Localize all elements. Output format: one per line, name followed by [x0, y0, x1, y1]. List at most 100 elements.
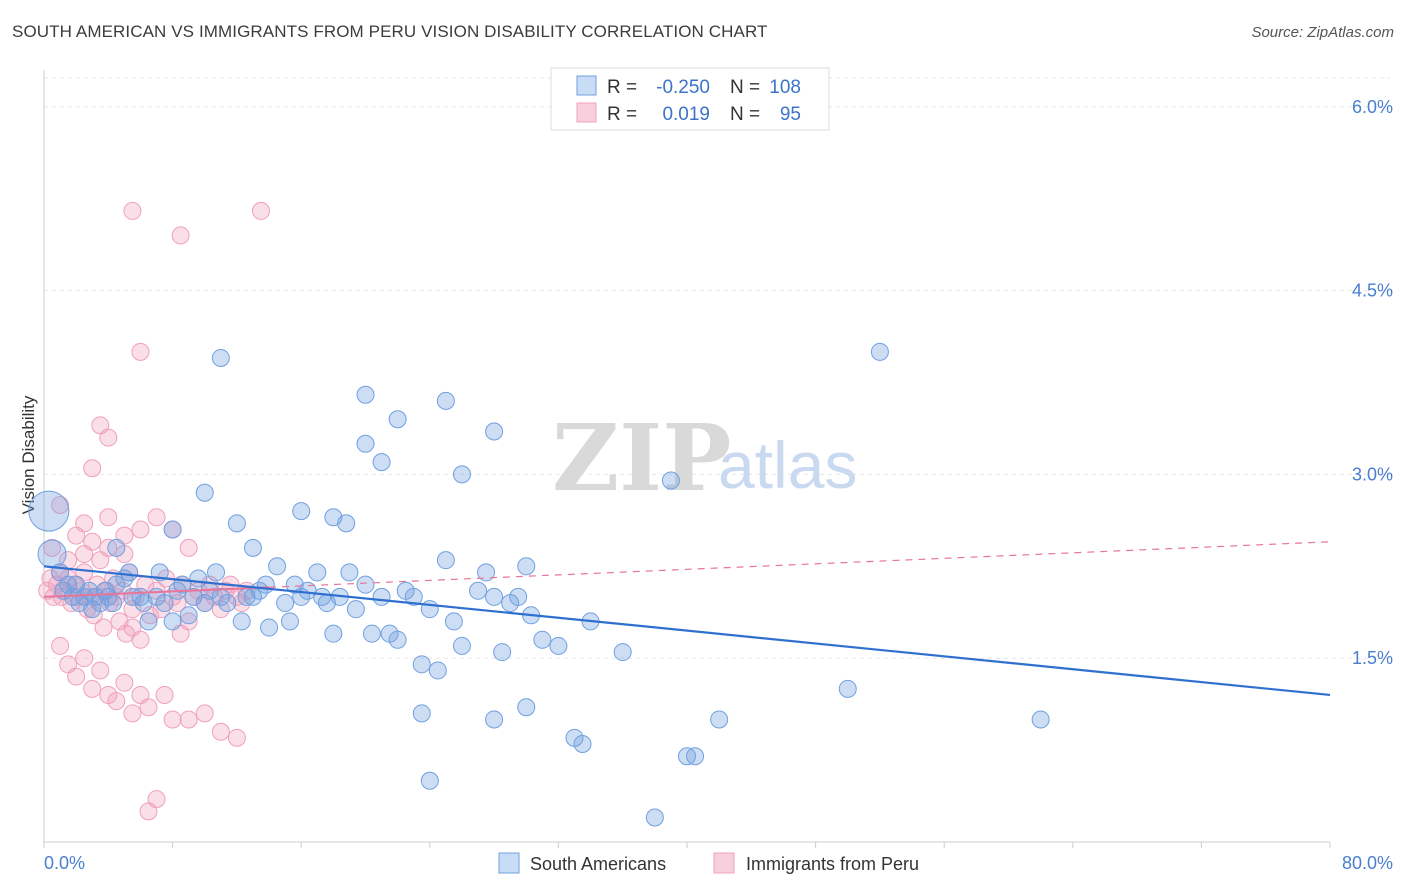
south-american-point — [163, 612, 182, 631]
south-american-point — [276, 594, 295, 613]
south-american-point — [412, 704, 431, 723]
peru-point — [163, 710, 182, 729]
watermark: ZIP atlas — [552, 404, 857, 512]
legend-r-label-1: R = — [607, 77, 637, 98]
bottom-legend: South Americans Immigrants from Peru — [498, 852, 919, 874]
south-american-point — [412, 655, 431, 674]
south-american-trend-line — [43, 565, 1331, 697]
south-american-point — [372, 587, 391, 606]
south-american-point — [388, 630, 407, 649]
south-american-point — [452, 636, 471, 655]
south-american-point — [260, 618, 279, 637]
peru-point — [43, 538, 62, 557]
south-american-point — [477, 563, 496, 582]
peru-point — [123, 704, 142, 723]
peru-point — [51, 636, 70, 655]
peru-point — [51, 496, 70, 515]
south-american-point — [324, 624, 343, 643]
south-american-point — [428, 661, 447, 680]
south-american-point — [436, 391, 455, 410]
south-american-point — [195, 483, 214, 502]
peru-point — [75, 545, 94, 564]
bottom-legend-label-1: South Americans — [530, 854, 666, 874]
south-american-point — [155, 594, 174, 613]
south-american-point — [710, 710, 729, 729]
south-american-point — [686, 747, 705, 766]
peru-point — [83, 679, 102, 698]
south-american-point — [280, 612, 299, 631]
bottom-legend-label-2: Immigrants from Peru — [746, 854, 919, 874]
peru-point — [91, 551, 110, 570]
south-american-point — [184, 587, 203, 606]
peru-point — [171, 226, 190, 245]
bottom-legend-swatch-blue — [498, 852, 520, 874]
south-american-point — [292, 502, 311, 521]
south-american-point — [372, 453, 391, 472]
legend: R = -0.250 N = 108 R = 0.019 N = 95 — [550, 67, 830, 131]
south-american-point — [346, 600, 365, 619]
peru-trend-line-solid — [43, 586, 270, 598]
south-american-point — [436, 551, 455, 570]
peru-point — [155, 685, 174, 704]
legend-n-label-2: N = — [730, 104, 760, 125]
south-american-point — [452, 465, 471, 484]
trend-lines — [43, 541, 1331, 697]
south-american-point — [493, 643, 512, 662]
peru-points — [38, 201, 271, 821]
peru-point — [91, 661, 110, 680]
south-american-point — [870, 342, 889, 361]
peru-point — [67, 526, 86, 545]
peru-point — [179, 710, 198, 729]
south-american-point — [485, 587, 504, 606]
south-american-point — [340, 563, 359, 582]
south-american-point — [388, 410, 407, 429]
south-american-point — [256, 575, 275, 594]
south-american-point — [420, 771, 439, 790]
south-american-point — [227, 514, 246, 533]
legend-r-value-1: -0.250 — [656, 77, 710, 98]
peru-point — [107, 692, 126, 711]
south-american-point — [232, 612, 251, 631]
peru-point — [75, 649, 94, 668]
peru-point — [94, 618, 113, 637]
south-american-point — [86, 587, 105, 606]
south-american-point — [218, 594, 237, 613]
peru-point — [252, 201, 271, 220]
peru-point — [211, 722, 230, 741]
peru-point — [147, 508, 166, 527]
south-american-point — [104, 594, 123, 613]
peru-point — [99, 508, 118, 527]
peru-point — [179, 538, 198, 557]
south-american-point — [404, 587, 423, 606]
legend-r-value-2: 0.019 — [662, 104, 710, 125]
source-label: Source: ZipAtlas.com — [1251, 24, 1394, 41]
peru-point — [139, 802, 158, 821]
legend-n-value-2: 95 — [780, 104, 801, 125]
peru-point — [67, 667, 86, 686]
x-tick-label: 0.0% — [44, 853, 85, 873]
legend-n-label-1: N = — [730, 77, 760, 98]
south-american-point — [139, 612, 158, 631]
peru-point — [115, 673, 134, 692]
south-american-point — [179, 606, 198, 625]
legend-box — [550, 67, 830, 131]
south-american-point — [533, 630, 552, 649]
south-american-point — [243, 538, 262, 557]
watermark-zip: ZIP — [552, 404, 731, 512]
south-american-point — [485, 710, 504, 729]
peru-point — [195, 704, 214, 723]
peru-point — [99, 428, 118, 447]
legend-swatch-blue — [576, 75, 597, 96]
south-american-point — [356, 385, 375, 404]
south-american-point — [444, 612, 463, 631]
south-american-point — [356, 434, 375, 453]
south-american-point — [324, 508, 343, 527]
south-american-point — [268, 557, 287, 576]
peru-point — [139, 698, 158, 717]
peru-point — [131, 342, 150, 361]
south-american-point — [28, 490, 70, 532]
south-american-point — [485, 422, 504, 441]
grid-lines — [44, 77, 1390, 659]
south-american-point — [1031, 710, 1050, 729]
